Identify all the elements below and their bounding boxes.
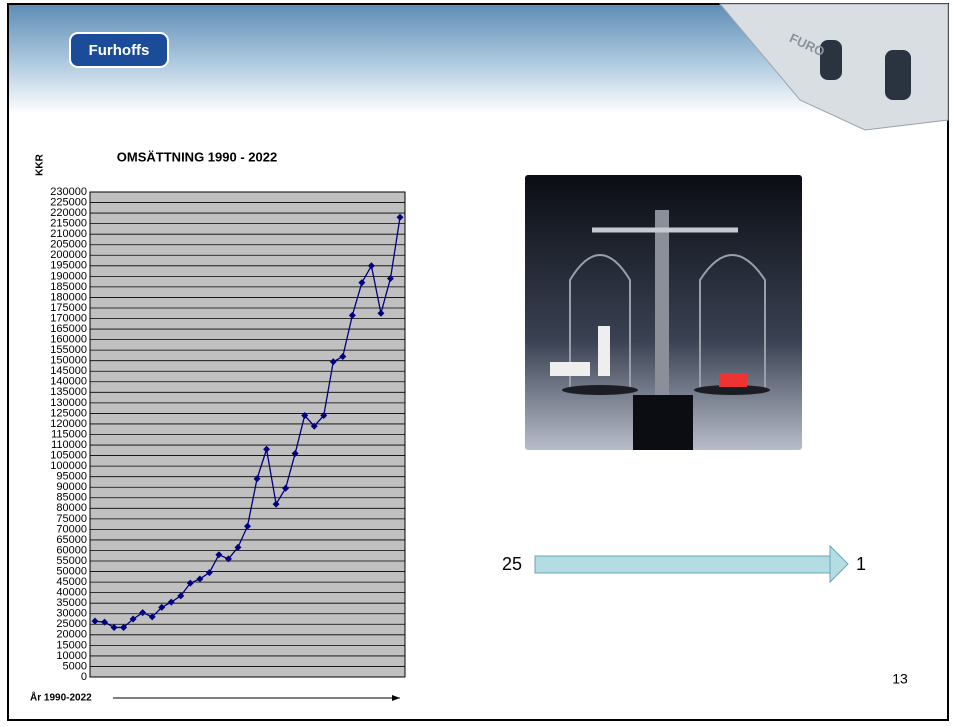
y-tick-label: 60000 bbox=[56, 544, 87, 556]
y-tick-label: 195000 bbox=[50, 260, 87, 272]
y-tick-label: 15000 bbox=[56, 639, 87, 651]
y-tick-label: 50000 bbox=[56, 565, 87, 577]
y-tick-label: 155000 bbox=[50, 344, 87, 356]
y-tick-label: 185000 bbox=[50, 281, 87, 293]
y-tick-label: 115000 bbox=[51, 428, 87, 440]
y-tick-label: 120000 bbox=[50, 418, 87, 430]
y-tick-label: 215000 bbox=[50, 218, 87, 230]
y-tick-label: 90000 bbox=[56, 481, 87, 493]
y-tick-label: 210000 bbox=[50, 228, 87, 240]
y-tick-label: 165000 bbox=[50, 323, 87, 335]
y-tick-label: 25000 bbox=[56, 618, 87, 630]
y-tick-label: 100000 bbox=[50, 460, 87, 472]
y-tick-label: 160000 bbox=[50, 334, 87, 346]
y-tick-label: 85000 bbox=[56, 492, 87, 504]
y-tick-label: 145000 bbox=[50, 365, 87, 377]
y-tick-label: 95000 bbox=[56, 471, 87, 483]
slide-number: 13 bbox=[892, 671, 908, 687]
x-axis-label: År 1990-2022 bbox=[30, 691, 92, 704]
arrow-from: 25 bbox=[502, 554, 522, 574]
page: Furhoffs FURO OMSÄTTNING 1990 - 2022 KKR… bbox=[0, 0, 955, 727]
y-tick-label: 0 bbox=[81, 671, 87, 683]
y-tick-label: 175000 bbox=[50, 302, 87, 314]
y-tick-label: 10000 bbox=[56, 650, 87, 662]
y-tick-label: 125000 bbox=[50, 407, 87, 419]
y-tick-label: 190000 bbox=[50, 270, 87, 282]
y-tick-label: 230000 bbox=[50, 186, 87, 198]
scale-photo bbox=[525, 175, 802, 450]
chart-title: OMSÄTTNING 1990 - 2022 bbox=[117, 149, 277, 164]
y-tick-label: 140000 bbox=[50, 376, 87, 388]
y-tick-label: 5000 bbox=[63, 660, 87, 672]
y-axis-label: KKR bbox=[35, 153, 46, 175]
y-tick-label: 220000 bbox=[50, 207, 87, 219]
y-tick-label: 205000 bbox=[50, 239, 87, 251]
y-tick-label: 180000 bbox=[50, 291, 87, 303]
y-tick-label: 80000 bbox=[56, 502, 87, 514]
y-tick-label: 65000 bbox=[56, 534, 87, 546]
y-tick-label: 130000 bbox=[50, 397, 87, 409]
y-tick-label: 45000 bbox=[56, 576, 87, 588]
y-tick-label: 105000 bbox=[50, 449, 87, 461]
y-tick-label: 150000 bbox=[50, 355, 87, 367]
arrow-body bbox=[535, 556, 835, 573]
y-tick-label: 135000 bbox=[50, 386, 87, 398]
y-tick-label: 40000 bbox=[56, 587, 87, 599]
y-tick-label: 110000 bbox=[51, 439, 87, 451]
y-tick-label: 200000 bbox=[50, 249, 87, 261]
y-tick-label: 30000 bbox=[56, 608, 87, 620]
y-tick-label: 35000 bbox=[56, 597, 87, 609]
arrow-to: 1 bbox=[856, 554, 866, 574]
logo: Furhoffs bbox=[89, 42, 150, 59]
y-tick-label: 170000 bbox=[50, 312, 87, 324]
y-tick-label: 55000 bbox=[56, 555, 87, 567]
y-tick-label: 225000 bbox=[50, 196, 87, 208]
plot: 0500010000150002000025000300003500040000… bbox=[50, 186, 405, 683]
slide: Furhoffs FURO OMSÄTTNING 1990 - 2022 KKR… bbox=[0, 0, 955, 722]
y-tick-label: 20000 bbox=[56, 629, 87, 641]
y-tick-label: 75000 bbox=[56, 513, 87, 525]
y-tick-label: 70000 bbox=[56, 523, 87, 535]
